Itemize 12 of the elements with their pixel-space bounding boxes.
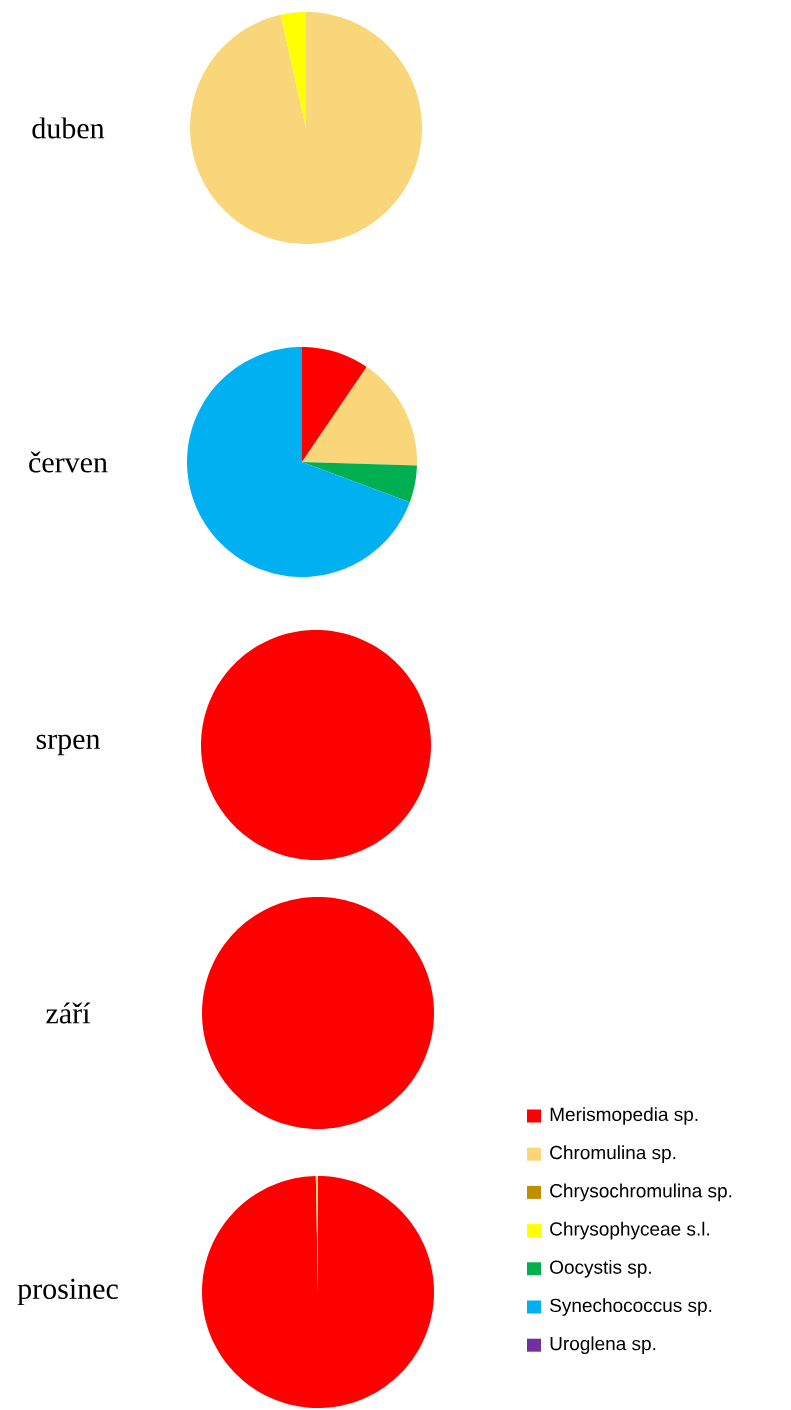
text: duben — [32, 117, 105, 139]
legend-label: Merismopedia sp. — [550, 1107, 698, 1125]
legend-label: Uroglena sp. — [550, 1336, 656, 1355]
legend-label: Chromulina sp. — [550, 1145, 676, 1164]
legend-label: Oocystis sp. — [550, 1259, 651, 1278]
text: září — [46, 1002, 91, 1024]
legend-label: Synechococcus sp. — [550, 1298, 712, 1316]
legend-label: Chrysophyceae s.l. — [550, 1221, 709, 1240]
text: červen — [29, 451, 108, 473]
legend-label: Chrysochromulina sp. — [550, 1183, 732, 1202]
text: prosinec — [17, 1278, 118, 1306]
text: srpen — [36, 734, 101, 756]
